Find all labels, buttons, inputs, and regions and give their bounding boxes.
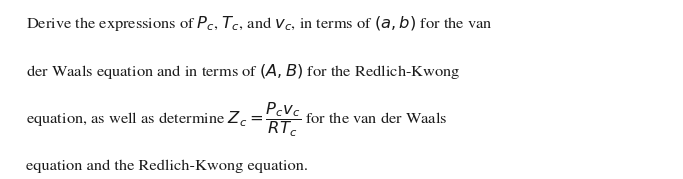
- Text: der Waals equation and in terms of $(A, B)$ for the Redlich-Kwong: der Waals equation and in terms of $(A, …: [26, 62, 460, 81]
- Text: equation and the Redlich-Kwong equation.: equation and the Redlich-Kwong equation.: [26, 160, 308, 173]
- Text: equation, as well as determine $Z_c = \dfrac{P_c v_c}{RT_c}$ for the van der Waa: equation, as well as determine $Z_c = \d…: [26, 101, 447, 139]
- Text: Derive the expressions of $P_c$, $T_c$, and $v_c$, in terms of $(a, b)$ for the : Derive the expressions of $P_c$, $T_c$, …: [26, 14, 492, 33]
